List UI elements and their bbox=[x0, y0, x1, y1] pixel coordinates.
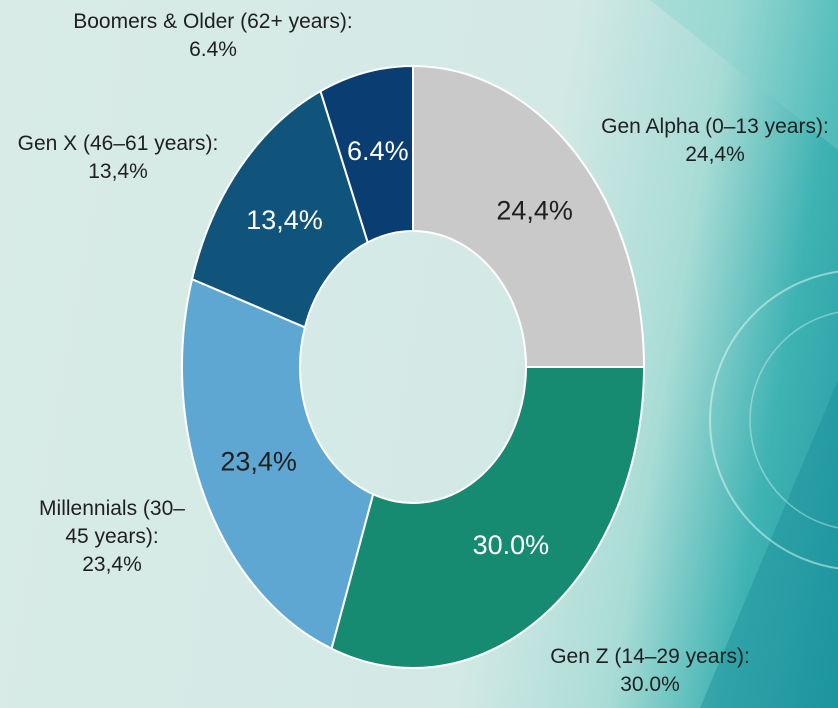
category-label: Boomers & Older (62+ years): bbox=[53, 8, 373, 36]
donut-slice bbox=[332, 367, 644, 668]
category-value-label: 13,4% bbox=[8, 158, 228, 186]
slice-value-label: 30.0% bbox=[473, 530, 550, 560]
category-value-label: 23,4% bbox=[32, 551, 192, 579]
donut-chart: 24,4% 30.0% 23,4% 13,4% 6.4% bbox=[0, 0, 838, 708]
slice-value-label: 13,4% bbox=[246, 205, 323, 235]
outer-label: Gen Z (14–29 years):30.0% bbox=[535, 643, 765, 699]
category-label: Millennials (30–45 years): bbox=[32, 495, 192, 551]
outer-label: Gen X (46–61 years):13,4% bbox=[8, 130, 228, 186]
category-label: Gen Alpha (0–13 years): bbox=[595, 113, 835, 141]
category-value-label: 24,4% bbox=[595, 141, 835, 169]
category-label: Gen X (46–61 years): bbox=[8, 130, 228, 158]
outer-label: Boomers & Older (62+ years):6.4% bbox=[53, 8, 373, 64]
category-value-label: 6.4% bbox=[53, 36, 373, 64]
slice-value-label: 24,4% bbox=[496, 196, 573, 226]
category-label: Gen Z (14–29 years): bbox=[535, 643, 765, 671]
slice-value-label: 23,4% bbox=[220, 447, 297, 477]
outer-label: Millennials (30–45 years):23,4% bbox=[32, 495, 192, 579]
slice-value-label: 6.4% bbox=[347, 136, 409, 166]
outer-label: Gen Alpha (0–13 years):24,4% bbox=[595, 113, 835, 169]
page: 24,4%30.0%23,4%13,4%6.4% (() => { const … bbox=[0, 0, 838, 708]
category-value-label: 30.0% bbox=[535, 671, 765, 699]
